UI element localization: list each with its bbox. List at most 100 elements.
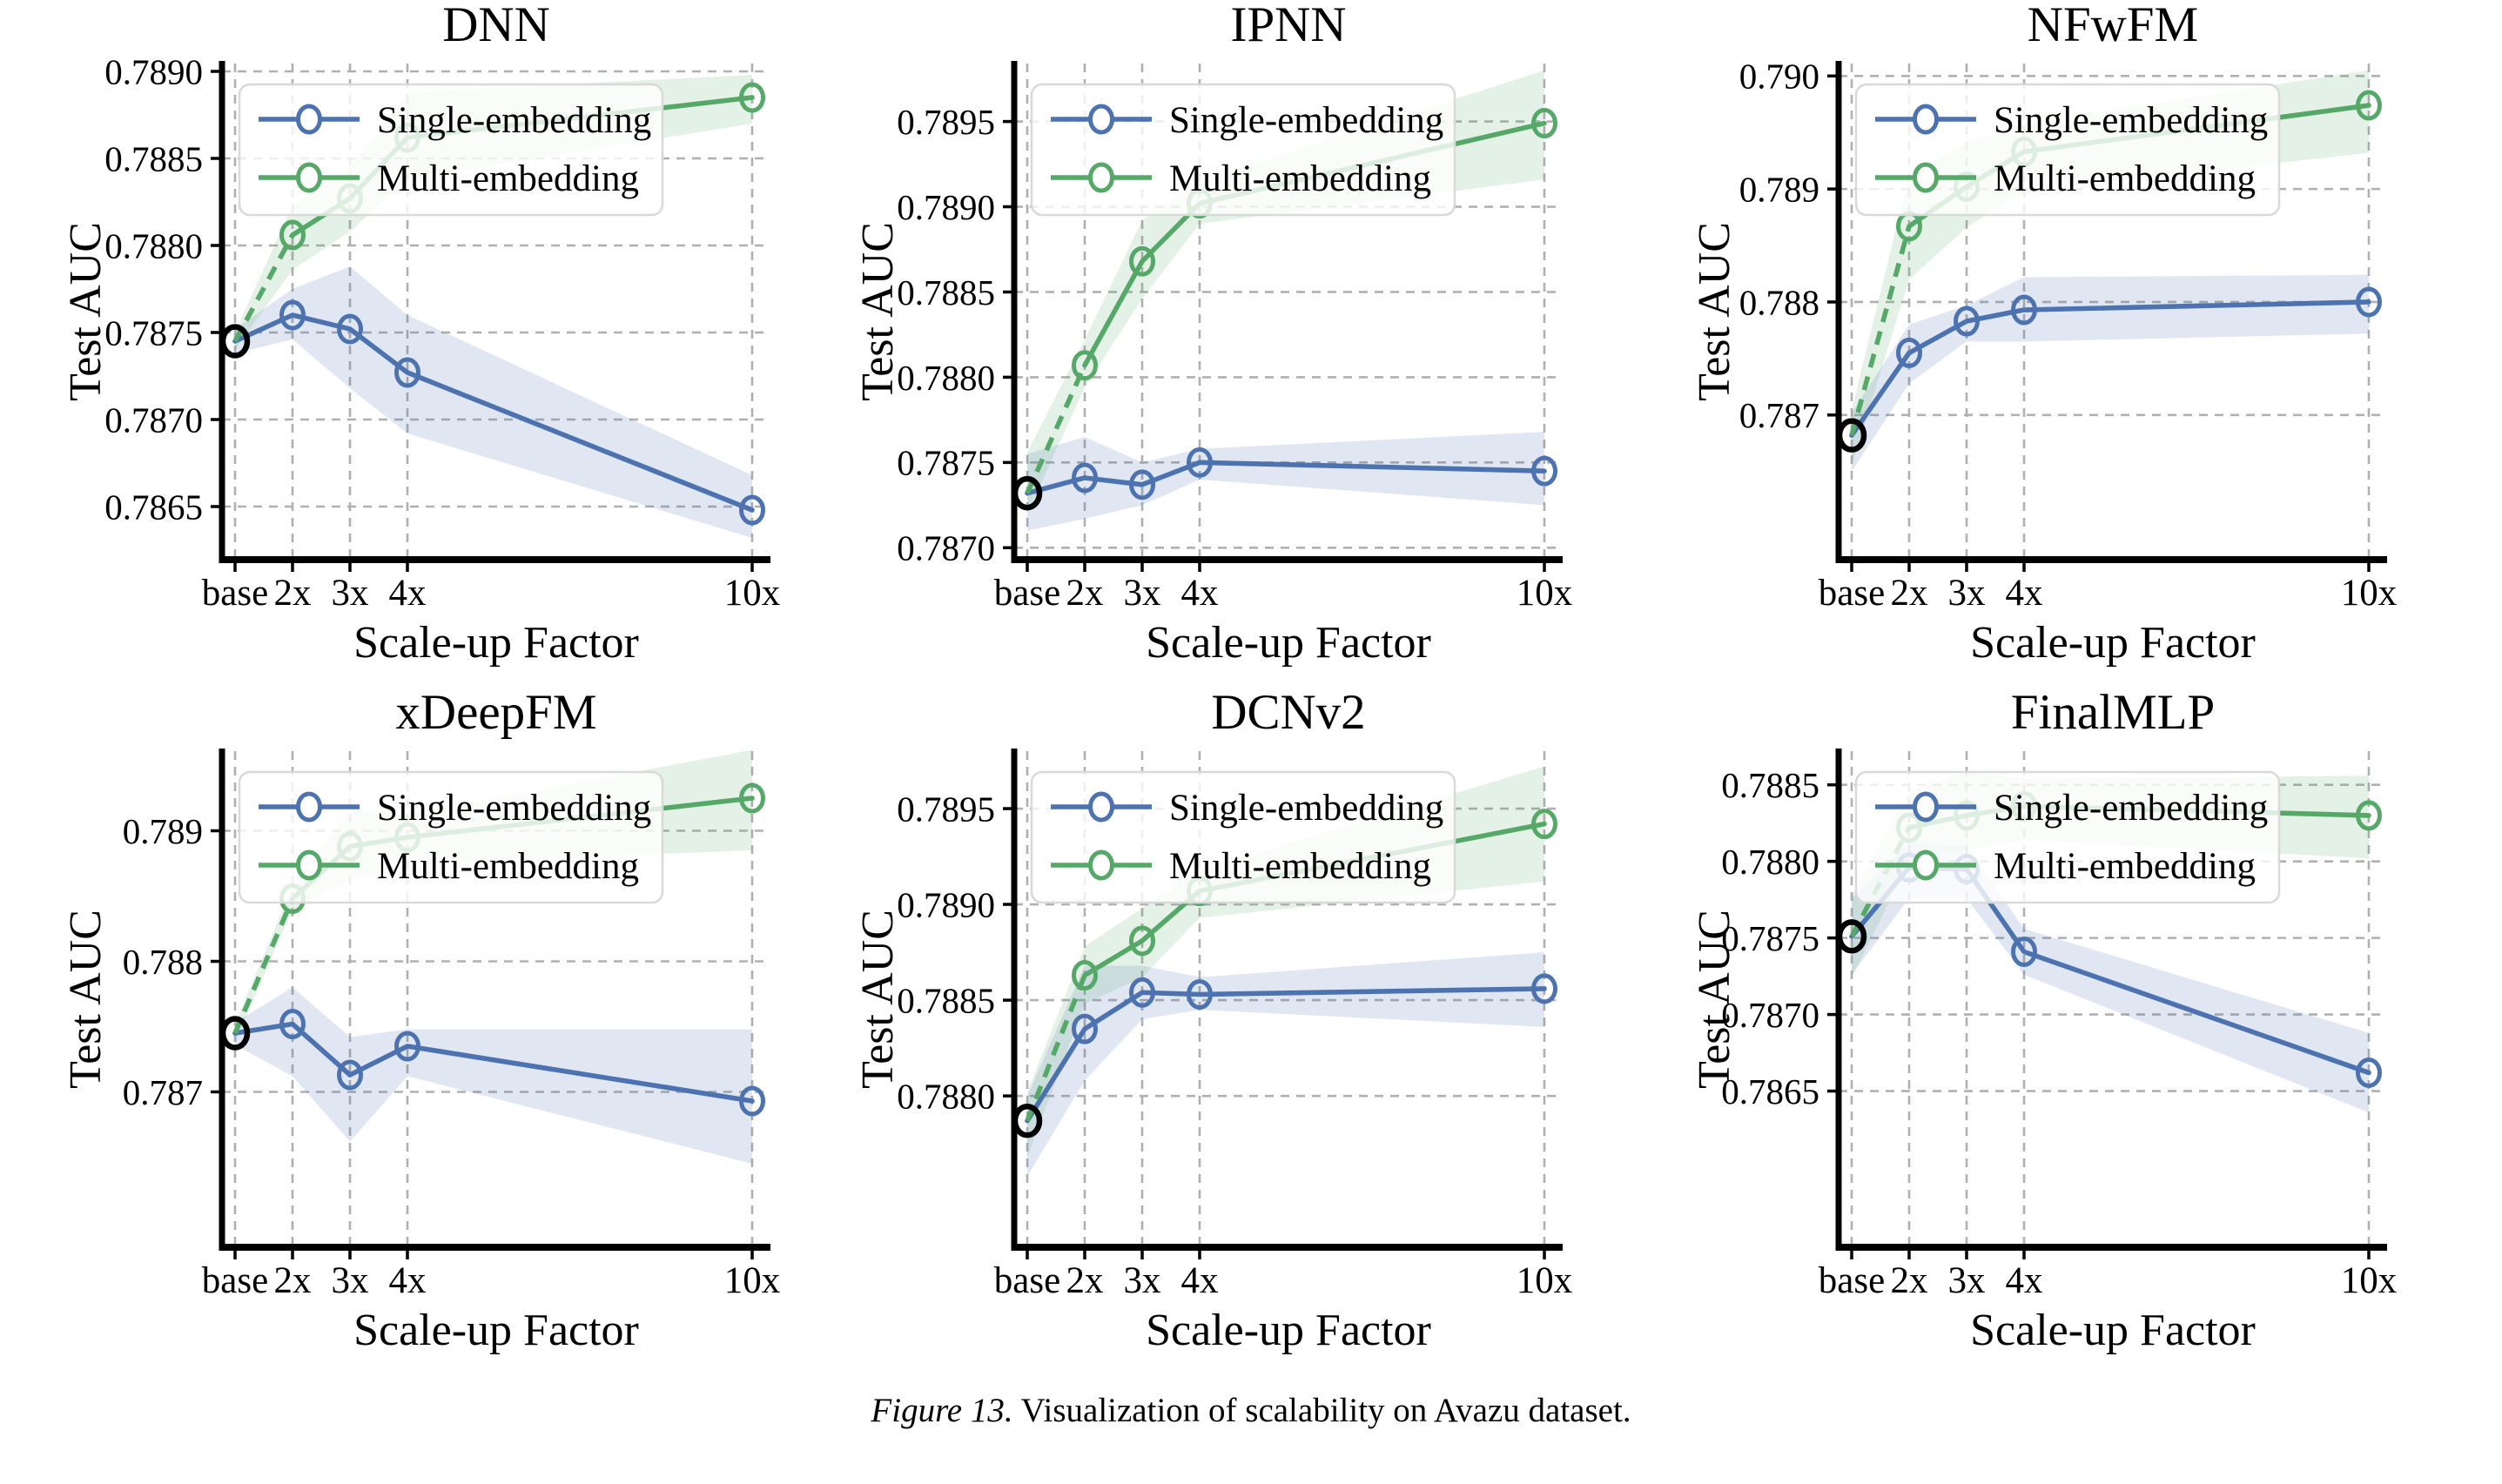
chart-title: DCNv2	[1211, 685, 1365, 740]
x-tick-label: 4x	[1181, 573, 1219, 614]
data-point-marker	[2356, 1057, 2382, 1088]
single-embedding-line	[1025, 986, 1547, 1124]
x-tick-label: base	[202, 1260, 268, 1301]
y-tick-label: 0.7870	[104, 400, 203, 440]
chart-title: xDeepFM	[395, 685, 596, 740]
data-point-marker	[1187, 447, 1213, 478]
legend-label: Multi-embedding	[377, 846, 639, 887]
single-embedding-band	[235, 266, 752, 538]
y-tick-label: 0.787	[1739, 395, 1819, 435]
y-tick-label: 0.7865	[104, 487, 203, 527]
legend-label: Single-embedding	[1994, 788, 2268, 829]
y-tick-label: 0.7870	[1721, 995, 1819, 1035]
y-tick-label: 0.789	[1739, 169, 1819, 209]
data-point-marker	[1129, 245, 1155, 277]
data-point-marker	[394, 1031, 420, 1062]
y-tick-label: 0.7870	[897, 528, 995, 568]
chart-ipnn: 0.7870 0.7875 0.7880 0.7885 0.7890 0.7895 base…	[853, 0, 1572, 668]
single-embedding-band	[1027, 432, 1544, 531]
single-embedding-line	[232, 1021, 755, 1104]
data-point-marker	[1072, 350, 1098, 381]
chart-title: NFwFM	[2028, 0, 2198, 52]
legend-marker-icon	[1088, 791, 1114, 823]
x-axis-label: Scale-up Factor	[1146, 1306, 1431, 1355]
legend: Single-embedding Multi-embedding	[1030, 83, 1456, 217]
legend: Single-embedding Multi-embedding	[1854, 770, 2281, 904]
x-tick-label: 2x	[274, 1260, 312, 1301]
legend-marker-icon	[296, 104, 322, 135]
legend-marker-icon	[296, 849, 322, 881]
y-tick-label: 0.7885	[897, 980, 995, 1020]
x-tick-label: 2x	[1891, 573, 1928, 614]
y-tick-label: 0.788	[123, 942, 203, 982]
y-tick-label: 0.7895	[897, 789, 995, 829]
legend-label: Multi-embedding	[1169, 846, 1431, 887]
x-tick-label: 10x	[2341, 573, 2398, 614]
data-point-marker	[1531, 809, 1557, 840]
x-tick-label: 4x	[1181, 1260, 1219, 1301]
x-tick-label: 4x	[2006, 1260, 2043, 1301]
data-point-marker	[739, 1085, 765, 1117]
data-point-marker	[1531, 455, 1557, 487]
data-point-marker	[1531, 973, 1557, 1004]
x-tick-label: 3x	[1948, 1260, 1986, 1301]
y-tick-label: 0.7875	[897, 443, 995, 483]
x-tick-label: 10x	[1517, 573, 1573, 614]
y-tick-label: 0.7885	[1721, 765, 1819, 805]
x-tick-label: base	[1819, 1260, 1885, 1301]
chart-finalmlp: 0.7865 0.7870 0.7875 0.7880 0.7885 base 2x 3x 4x…	[1690, 685, 2397, 1355]
data-point-marker	[337, 313, 363, 345]
legend-label: Single-embedding	[1169, 100, 1443, 141]
legend-marker-icon	[1088, 849, 1114, 881]
data-point-marker	[739, 82, 765, 113]
chart-dcnv2: 0.7880 0.7885 0.7890 0.7895 base 2x 3x 4x 10x DCN…	[853, 685, 1572, 1355]
chart-title: IPNN	[1230, 0, 1346, 52]
y-tick-label: 0.7890	[897, 884, 995, 924]
data-point-marker	[1129, 925, 1155, 957]
multi-embedding-dashed-segment	[232, 233, 295, 343]
legend-label: Single-embedding	[1169, 788, 1443, 829]
legend-label: Multi-embedding	[1994, 158, 2256, 199]
x-tick-label: 3x	[1124, 1260, 1161, 1301]
y-axis-label: Test AUC	[1690, 222, 1739, 401]
multi-embedding-dashed-segment	[1025, 974, 1087, 1122]
x-tick-label: base	[202, 573, 268, 614]
legend-marker-icon	[1088, 104, 1114, 135]
single-embedding-line	[232, 312, 755, 513]
data-point-marker	[279, 219, 306, 251]
x-tick-label: 2x	[1891, 1260, 1928, 1301]
data-point-marker	[1954, 306, 1980, 337]
x-tick-label: base	[994, 573, 1060, 614]
data-point-marker	[1129, 977, 1155, 1008]
y-tick-label: 0.7895	[897, 102, 995, 142]
y-axis-label: Test AUC	[853, 910, 903, 1089]
figure-caption: Figure 13. Visualization of scalability …	[0, 1391, 2502, 1430]
single-embedding-line	[1849, 299, 2371, 438]
y-tick-label: 0.7890	[104, 51, 203, 91]
legend: Single-embedding Multi-embedding	[238, 83, 664, 217]
legend-label: Single-embedding	[377, 788, 651, 829]
legend-marker-icon	[1088, 162, 1114, 193]
legend: Single-embedding Multi-embedding	[1030, 770, 1456, 904]
x-tick-label: base	[994, 1260, 1060, 1301]
data-point-marker	[739, 494, 765, 526]
x-axis-label: Scale-up Factor	[1970, 618, 2256, 668]
single-embedding-band	[1852, 843, 2369, 1113]
y-tick-label: 0.7885	[897, 272, 995, 312]
data-point-marker	[2356, 286, 2382, 318]
data-point-marker	[1072, 462, 1098, 494]
y-tick-label: 0.7865	[1721, 1071, 1819, 1111]
x-axis-label: Scale-up Factor	[353, 618, 639, 668]
y-tick-label: 0.788	[1739, 282, 1819, 322]
single-embedding-band	[235, 987, 752, 1164]
data-point-marker	[1531, 108, 1557, 139]
legend-marker-icon	[1913, 162, 1939, 193]
single-embedding-line	[1025, 460, 1547, 496]
y-axis-label: Test AUC	[61, 222, 111, 401]
x-tick-label: 2x	[274, 573, 312, 614]
legend-label: Multi-embedding	[1994, 846, 2256, 887]
caption-label: Figure 13.	[871, 1392, 1013, 1429]
x-tick-label: 4x	[389, 1260, 427, 1301]
data-point-marker	[2356, 800, 2382, 831]
